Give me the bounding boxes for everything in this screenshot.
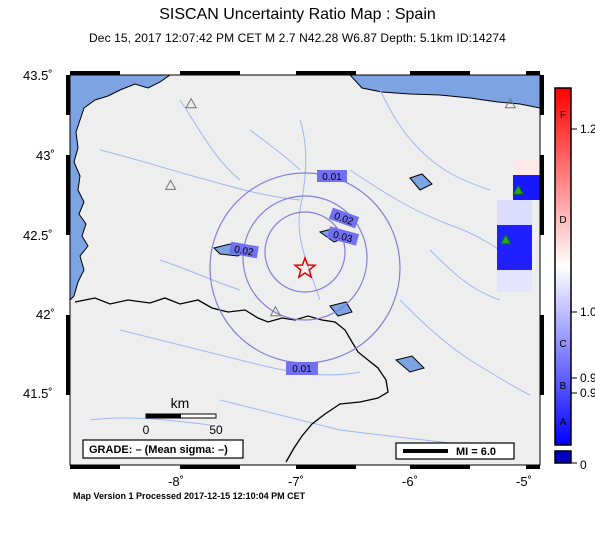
bay-of-biscay bbox=[349, 75, 540, 109]
station-triangle-icon bbox=[504, 97, 517, 109]
colorbar: 1.2 1.0 0.9 0.9 0 F D C B A bbox=[554, 87, 595, 472]
frame-ticks bbox=[66, 71, 544, 469]
scale-bar-start: 0 bbox=[143, 423, 150, 437]
grade-box: GRADE: – (Mean sigma: –) bbox=[82, 439, 244, 459]
colorbar-tick: 0 bbox=[580, 458, 587, 472]
scale-bar-title: km bbox=[171, 395, 190, 411]
station-triangle-icon bbox=[512, 184, 525, 195]
national-border bbox=[74, 297, 389, 463]
scale-bar: km 0 50 bbox=[143, 395, 223, 437]
stations bbox=[164, 97, 525, 317]
colorbar-nodata-swatch bbox=[554, 450, 572, 464]
rivers bbox=[89, 89, 531, 446]
grade-text: GRADE: – (Mean sigma: –) bbox=[89, 444, 228, 456]
lon-label: -7˚ bbox=[288, 474, 304, 489]
colorbar-grade: A bbox=[560, 417, 567, 428]
colorbar-grade: B bbox=[560, 381, 567, 392]
station-triangle-icon bbox=[269, 305, 282, 317]
station-triangle-icon bbox=[185, 97, 197, 109]
lon-label: -8˚ bbox=[168, 474, 184, 489]
lon-label: -6˚ bbox=[402, 474, 418, 489]
land-area bbox=[70, 75, 540, 465]
colorbar-gradient bbox=[554, 87, 572, 446]
mi-legend: MI = 6.0 bbox=[395, 442, 515, 460]
mi-legend-text: MI = 6.0 bbox=[456, 446, 496, 458]
map-title: SISCAN Uncertainty Ratio Map : Spain bbox=[159, 6, 436, 23]
colorbar-tick: 1.2 bbox=[580, 122, 595, 136]
colorbar-grade: C bbox=[559, 339, 566, 350]
latitude-labels: 43.5˚ 43˚ 42.5˚ 42˚ 41.5˚ bbox=[23, 68, 55, 401]
colorbar-tick: 0.9 bbox=[580, 371, 595, 385]
longitude-labels: -8˚ -7˚ -6˚ -5˚ bbox=[168, 474, 532, 489]
map-subtitle: Dec 15, 2017 12:07:42 PM CET M 2.7 N42.2… bbox=[89, 31, 506, 45]
colorbar-tick: 0.9 bbox=[580, 386, 595, 400]
colorbar-tick: 1.0 bbox=[580, 305, 595, 319]
atlantic-ocean bbox=[70, 75, 171, 301]
lon-label: -5˚ bbox=[516, 474, 532, 489]
epicenter-star-icon bbox=[292, 255, 318, 279]
contour-label: 0.03 bbox=[332, 230, 354, 246]
station-triangle-icon bbox=[499, 233, 512, 245]
station-triangle-icon bbox=[164, 179, 177, 190]
lat-label: 42.5˚ bbox=[23, 228, 53, 243]
map-footer: Map Version 1 Processed 2017-12-15 12:10… bbox=[73, 491, 306, 501]
lat-label: 41.5˚ bbox=[23, 386, 53, 401]
contour-label: 0.01 bbox=[322, 172, 342, 183]
contour-label: 0.02 bbox=[233, 244, 255, 258]
lat-label: 42˚ bbox=[36, 307, 55, 322]
scale-bar-end: 50 bbox=[209, 423, 223, 437]
colorbar-grade: D bbox=[559, 215, 566, 226]
map-area bbox=[70, 75, 540, 465]
colorbar-grade: F bbox=[560, 110, 566, 121]
lat-label: 43˚ bbox=[36, 148, 55, 163]
lat-label: 43.5˚ bbox=[23, 68, 53, 83]
contour-label: 0.01 bbox=[292, 364, 312, 375]
